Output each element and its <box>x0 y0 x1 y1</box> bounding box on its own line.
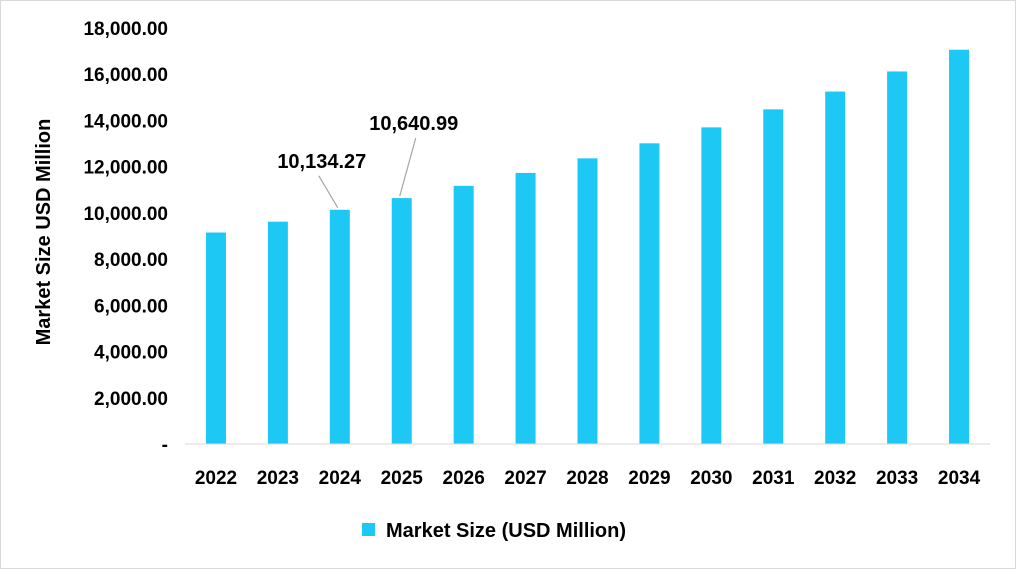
y-tick-label: 8,000.00 <box>94 250 168 271</box>
y-tick-label: 14,000.00 <box>83 111 168 132</box>
bar <box>949 49 970 444</box>
bar <box>887 71 908 445</box>
legend: Market Size (USD Million) <box>362 520 626 542</box>
data-label-leader <box>318 175 339 209</box>
y-axis-label: Market Size USD Million <box>33 119 55 346</box>
x-tick-label: 2023 <box>257 468 299 489</box>
bar <box>763 109 784 445</box>
bar <box>825 91 846 445</box>
data-label: 10,134.27 <box>277 151 366 173</box>
legend-label: Market Size (USD Million) <box>386 520 626 542</box>
y-tick-label: 2,000.00 <box>94 389 168 410</box>
bar <box>267 221 288 444</box>
y-tick-label: 18,000.00 <box>83 19 168 40</box>
y-tick-label: - <box>162 435 168 456</box>
x-tick-label: 2022 <box>195 468 237 489</box>
y-tick-label: 12,000.00 <box>83 158 168 179</box>
y-tick-label: 16,000.00 <box>83 65 168 86</box>
bar <box>515 172 536 444</box>
bar <box>329 209 350 444</box>
bars <box>205 49 970 445</box>
bar <box>577 158 598 444</box>
x-tick-label: 2033 <box>876 468 918 489</box>
bar <box>391 198 412 444</box>
x-tick-label: 2034 <box>938 468 981 489</box>
legend-swatch <box>362 523 375 536</box>
x-tick-label: 2028 <box>566 468 608 489</box>
data-label: 10,640.99 <box>369 113 458 135</box>
x-tick-labels: 2022 2023 2024 2025 2026 2027 2028 2029 2030 2031… <box>195 468 981 489</box>
x-tick-label: 2031 <box>752 468 795 489</box>
bar <box>701 127 722 444</box>
x-tick-label: 2030 <box>690 468 732 489</box>
y-tick-label: 6,000.00 <box>94 296 168 317</box>
x-tick-label: 2024 <box>319 468 362 489</box>
y-tick-label: 4,000.00 <box>94 343 168 364</box>
y-tick-labels: - 2,000.00 4,000.00 6,000.00 8,000.00 10,000.… <box>83 19 168 456</box>
y-axis-label-group: Market Size USD Million <box>33 119 55 346</box>
data-label-leader <box>399 137 417 197</box>
x-tick-label: 2025 <box>381 468 424 489</box>
bar <box>205 232 226 444</box>
x-tick-label: 2026 <box>443 468 485 489</box>
x-tick-label: 2027 <box>504 468 546 489</box>
bar <box>453 185 474 445</box>
x-tick-label: 2029 <box>628 468 670 489</box>
y-tick-label: 10,000.00 <box>83 204 168 225</box>
x-tick-label: 2032 <box>814 468 856 489</box>
bar <box>639 143 660 444</box>
